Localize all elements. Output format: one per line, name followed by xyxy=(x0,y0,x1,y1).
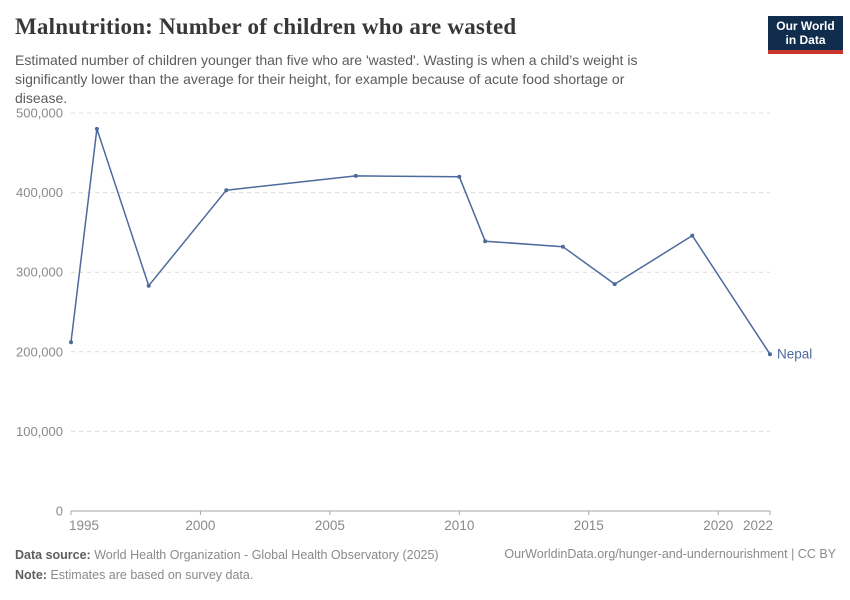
data-point xyxy=(94,126,99,131)
data-source-line: Data source: World Health Organization -… xyxy=(15,545,439,565)
footer-citation-link[interactable]: OurWorldinData.org/hunger-and-undernouri… xyxy=(504,547,836,561)
footer-left: Data source: World Health Organization -… xyxy=(15,545,439,585)
data-point xyxy=(483,239,488,244)
y-tick-label: 500,000 xyxy=(16,106,63,121)
y-tick-label: 100,000 xyxy=(16,424,63,439)
data-line-nepal xyxy=(70,128,771,355)
chart-subtitle: Estimated number of children younger tha… xyxy=(15,52,638,106)
note-text: Estimates are based on survey data. xyxy=(50,568,254,582)
note-line: Note: Estimates are based on survey data… xyxy=(15,565,439,585)
page-title: Malnutrition: Number of children who are… xyxy=(15,14,517,39)
data-point xyxy=(457,174,462,179)
logo-line1: Our World xyxy=(776,19,835,33)
owid-logo[interactable]: Our World in Data xyxy=(768,16,843,54)
data-point xyxy=(768,352,772,357)
x-tick-label: 2020 xyxy=(703,518,733,533)
x-tick-label: 2010 xyxy=(444,518,474,533)
logo-line2: in Data xyxy=(785,33,826,47)
data-source-text: World Health Organization - Global Healt… xyxy=(94,548,439,562)
x-tick-label: 1995 xyxy=(69,518,99,533)
series-end-label: Nepal xyxy=(777,347,812,362)
x-tick-label: 2022 xyxy=(743,518,773,533)
x-tick-label: 2015 xyxy=(574,518,604,533)
data-point xyxy=(146,283,151,288)
data-point xyxy=(612,282,617,287)
data-source-label: Data source: xyxy=(15,548,91,562)
data-point xyxy=(224,188,229,193)
data-point xyxy=(690,233,695,238)
data-point xyxy=(353,173,358,178)
y-tick-label: 0 xyxy=(56,504,63,519)
y-tick-label: 200,000 xyxy=(16,344,63,359)
x-tick-label: 2000 xyxy=(185,518,215,533)
note-label: Note: xyxy=(15,568,47,582)
x-tick-label: 2005 xyxy=(315,518,345,533)
data-point xyxy=(69,340,73,345)
data-point xyxy=(560,244,565,249)
y-tick-label: 300,000 xyxy=(16,265,63,280)
y-tick-label: 400,000 xyxy=(16,185,63,200)
